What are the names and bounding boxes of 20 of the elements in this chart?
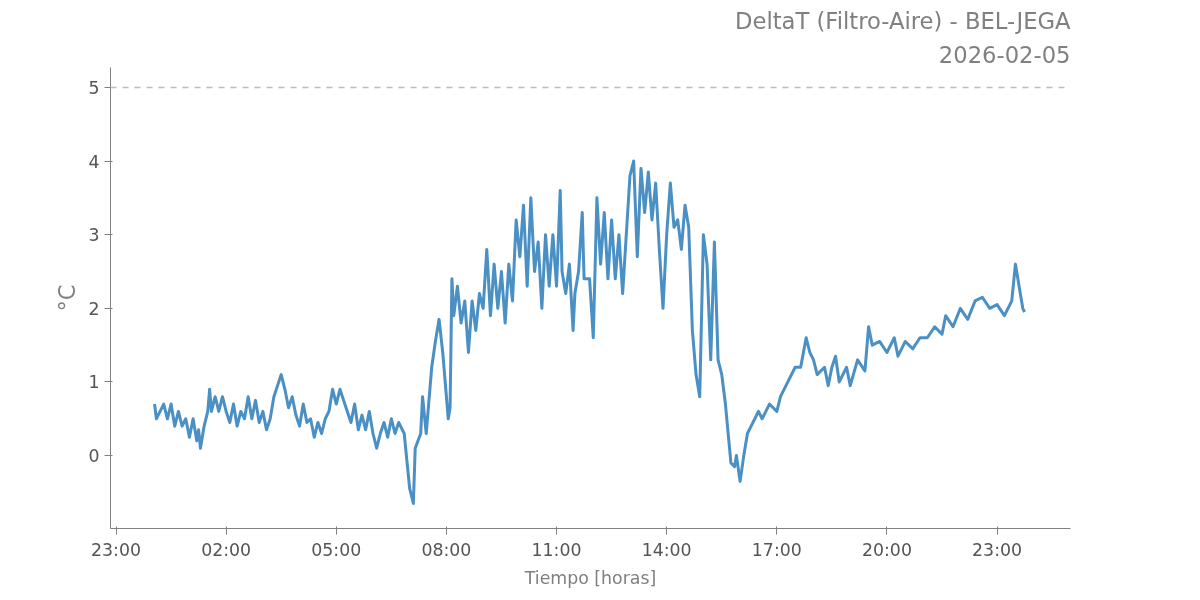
x-tick-label: 11:00: [531, 539, 582, 560]
chart-subtitle: 2026-02-05: [938, 41, 1071, 68]
chart-title: DeltaT (Filtro-Aire) - BEL-JEGA: [735, 7, 1071, 34]
x-tick-label: 05:00: [311, 539, 362, 560]
x-tick-label: 14:00: [641, 539, 692, 560]
y-tick-label: 3: [88, 225, 100, 246]
x-tick-label: 17:00: [751, 539, 802, 560]
x-tick-label: 02:00: [201, 539, 252, 560]
y-tick-label: 0: [88, 446, 100, 467]
x-axis-title: Tiempo [horas]: [523, 567, 657, 588]
x-tick-label: 08:00: [421, 539, 472, 560]
y-tick-label: 1: [88, 372, 100, 393]
x-tick-label: 23:00: [972, 539, 1023, 560]
line-series: [153, 159, 1027, 505]
y-tick-label: 4: [88, 151, 100, 172]
y-tick-label: 5: [88, 77, 100, 98]
y-axis-title: °C: [54, 284, 81, 312]
y-tick-label: 2: [88, 298, 100, 319]
x-tick-label: 20:00: [861, 539, 912, 560]
x-tick-label: 23:00: [91, 539, 141, 560]
